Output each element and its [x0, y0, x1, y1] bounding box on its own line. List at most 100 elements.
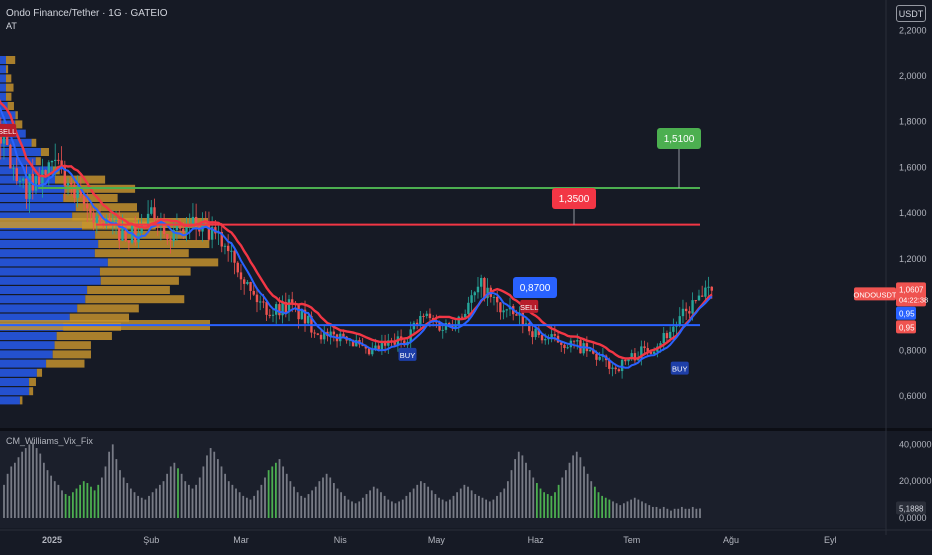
vix-bar [637, 499, 640, 518]
profile-bar-sell [99, 267, 191, 276]
candle-body [162, 219, 166, 235]
candle-body [659, 343, 662, 347]
candle-body [5, 131, 9, 146]
vix-last-value: 5,1888 [899, 504, 924, 513]
vix-bar [488, 501, 491, 518]
candle-body [73, 184, 76, 198]
candle-body [172, 230, 175, 242]
vix-bar [86, 483, 89, 518]
countdown: 04:22:38 [899, 295, 928, 304]
profile-bar-buy [0, 350, 53, 359]
vix-bar [220, 466, 223, 518]
currency-button[interactable]: USDT [896, 5, 926, 22]
profile-bar-sell [40, 148, 49, 156]
vix-bar [177, 468, 179, 518]
vix-tick-label: 20,0000 [899, 476, 932, 486]
vix-bar [173, 462, 176, 518]
profile-bar-sell [6, 74, 12, 83]
vix-bar [307, 494, 310, 518]
time-tick-label: Ağu [723, 535, 739, 545]
candle-body [41, 170, 44, 187]
candle-body [323, 331, 326, 340]
vix-bar [336, 488, 339, 518]
candle-body [422, 315, 425, 317]
candle-body [34, 176, 38, 191]
candle-body [95, 216, 99, 223]
vix-bar [572, 455, 575, 518]
candle-body [121, 226, 124, 241]
candle-body [297, 304, 300, 320]
vix-bar [673, 508, 676, 518]
vix-bar [6, 473, 9, 518]
profile-bar-sell [46, 359, 85, 368]
vix-bar [409, 492, 411, 518]
candle-body [9, 145, 12, 169]
time-tick-label: Nis [334, 535, 347, 545]
vix-bar [97, 484, 100, 518]
candle-body [367, 348, 371, 355]
time-tick-label: May [428, 535, 446, 545]
indicator-label: AT [6, 21, 17, 31]
price-tick-label: 0,6000 [899, 391, 927, 401]
candle-body [704, 287, 707, 297]
vix-bar [351, 501, 353, 518]
profile-bar-buy [0, 83, 6, 92]
profile-bar-sell [100, 276, 179, 285]
vix-bar [622, 503, 625, 518]
profile-bar-buy [0, 65, 6, 74]
vix-bar [332, 483, 335, 518]
candle-body [473, 292, 476, 296]
candle-body [86, 203, 89, 209]
profile-bar-sell [72, 212, 140, 221]
level-label-box [657, 128, 701, 149]
signal-label: SELL [520, 303, 538, 312]
profile-bar-sell [56, 332, 112, 340]
candle-body [18, 180, 22, 182]
profile-bar-buy [0, 258, 108, 267]
vix-bar [260, 484, 263, 518]
candle-body [691, 300, 694, 314]
vix-bar [441, 499, 444, 518]
vix-bar [539, 488, 542, 518]
candle-body [707, 286, 710, 288]
candle-body [70, 183, 73, 185]
last-price: 1,0607 [899, 285, 924, 294]
profile-bar-buy [0, 92, 6, 101]
trend-bands [0, 99, 713, 369]
candle-body [239, 272, 243, 280]
vix-bar [383, 495, 386, 518]
vix-bar [278, 459, 281, 518]
profile-bar-buy [0, 341, 55, 350]
profile-bar-sell [15, 111, 18, 120]
candle-body [419, 315, 422, 325]
vix-bar [13, 462, 16, 518]
vix-bar [293, 486, 295, 518]
candle-body [614, 367, 617, 370]
price-tick-label: 1,2000 [899, 254, 927, 264]
candle-body [470, 295, 473, 303]
candle-body [124, 226, 127, 241]
vix-bar [525, 462, 527, 518]
vix-bar [311, 490, 314, 518]
candle-body [447, 322, 451, 325]
candle-body [479, 277, 483, 287]
profile-bar-buy [0, 212, 73, 221]
profile-bar-sell [77, 304, 139, 313]
vix-bar [387, 499, 390, 518]
vix-bar [365, 494, 368, 518]
profile-bar-buy [0, 378, 30, 386]
candle-body [230, 250, 233, 252]
candle-body [233, 250, 236, 263]
vix-bar [358, 501, 361, 518]
vix-bar [521, 455, 524, 518]
profile-bar-sell [95, 230, 187, 239]
vix-bar [438, 497, 440, 518]
signal-label: SELL [0, 127, 16, 136]
candle-body [544, 339, 547, 341]
vix-bar [575, 451, 578, 518]
candle-body [528, 323, 531, 332]
candle-body [105, 218, 108, 227]
vix-bar [506, 481, 509, 518]
